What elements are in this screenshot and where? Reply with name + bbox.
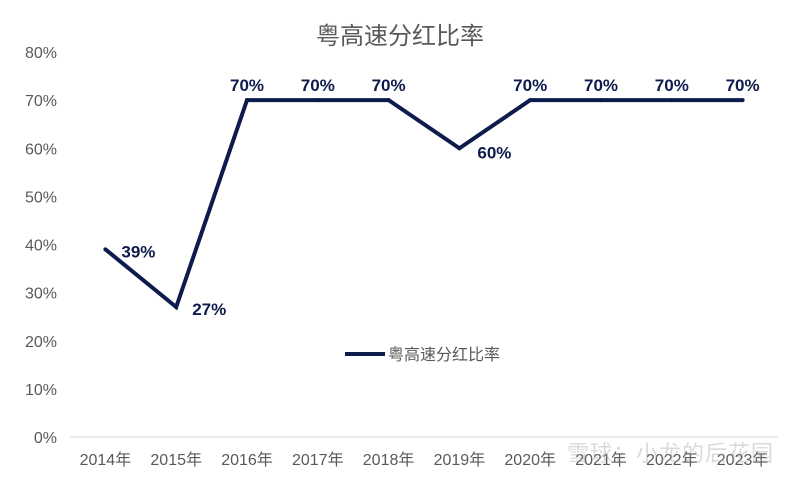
data-label: 70% (726, 76, 760, 95)
x-tick-label: 2015年 (150, 451, 202, 469)
data-label: 70% (584, 76, 618, 95)
data-point (599, 98, 603, 103)
y-tick-label: 30% (25, 286, 57, 303)
y-tick-label: 50% (25, 189, 57, 206)
x-tick-label: 2020年 (504, 451, 556, 469)
data-point (315, 98, 320, 103)
series-line (104, 98, 743, 311)
y-tick-label: 10% (25, 382, 57, 399)
data-label: 70% (301, 76, 335, 95)
data-label: 70% (230, 76, 264, 95)
x-tick-label: 2021年 (575, 451, 627, 469)
x-tick-label: 2014年 (80, 451, 132, 469)
y-tick-label: 80% (25, 45, 57, 62)
data-label: 39% (121, 242, 155, 261)
data-point (528, 98, 533, 103)
data-point (457, 146, 462, 151)
x-tick-label: 2019年 (434, 451, 486, 469)
y-tick-label: 70% (25, 93, 57, 110)
x-tick-label: 2023年 (717, 451, 769, 469)
data-point (103, 247, 108, 252)
data-label: 70% (513, 76, 547, 95)
data-label: 60% (477, 143, 511, 162)
legend-label: 粤高速分红比率 (388, 345, 500, 364)
x-tick-label: 2018年 (363, 451, 415, 469)
x-tick-label: 2022年 (646, 451, 698, 469)
chart-title: 粤高速分红比率 (316, 22, 484, 50)
data-label: 27% (192, 300, 226, 319)
data-point (386, 98, 391, 103)
data-point (174, 305, 179, 310)
y-tick-label: 20% (25, 334, 57, 351)
data-point (669, 98, 674, 103)
data-point (740, 98, 745, 103)
y-tick-label: 40% (25, 238, 57, 255)
y-tick-label: 60% (25, 141, 57, 158)
x-tick-label: 2017年 (292, 451, 344, 469)
data-point (245, 98, 249, 103)
data-label: 70% (372, 76, 406, 95)
watermark: 雪球：小龙的后花园 (566, 442, 774, 467)
y-tick-label: 0% (34, 430, 57, 447)
x-tick-label: 2016年 (221, 451, 273, 469)
data-label: 70% (655, 76, 689, 95)
